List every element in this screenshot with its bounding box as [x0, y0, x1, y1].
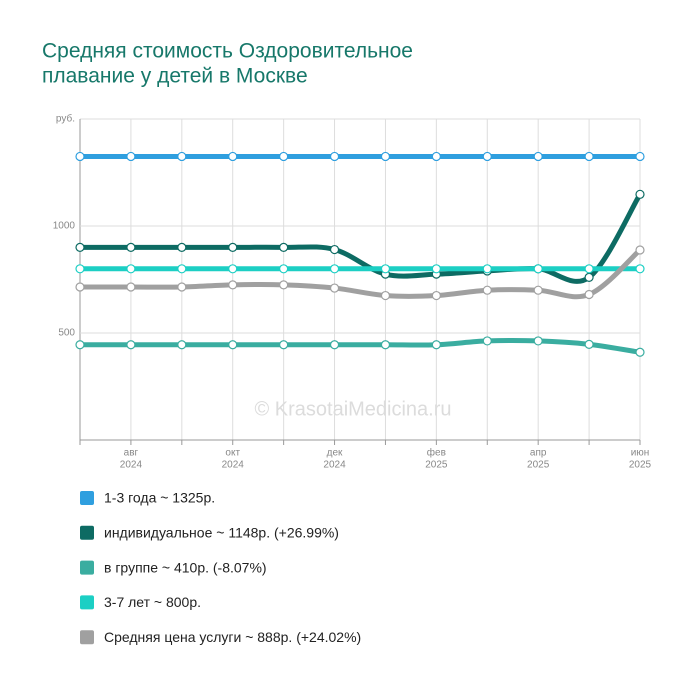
data-point: [482, 264, 492, 274]
data-point: [431, 151, 441, 162]
legend-label: в группе ~ 410р. (-8.07%): [104, 559, 267, 575]
y-tick-label: 1000: [53, 221, 76, 232]
x-tick-label: окт: [225, 448, 240, 459]
legend-swatch: [80, 630, 94, 645]
data-point: [431, 340, 441, 350]
data-point: [279, 151, 289, 162]
data-point: [279, 264, 289, 274]
x-tick-label: 2024: [222, 460, 245, 471]
data-point: [482, 336, 492, 346]
data-point: [635, 151, 645, 162]
data-point: [380, 340, 391, 350]
x-tick-label: апр: [530, 448, 547, 459]
data-point: [228, 151, 238, 162]
data-point: [126, 151, 136, 162]
data-point: [329, 283, 340, 293]
y-tick-label: 500: [58, 328, 75, 339]
x-tick-label: 2025: [527, 460, 550, 471]
data-point: [635, 264, 645, 274]
data-point: [126, 264, 136, 274]
data-point: [75, 264, 85, 274]
data-point: [533, 336, 543, 346]
data-point: [380, 264, 391, 274]
data-point: [329, 244, 340, 255]
series-line: [79, 337, 641, 355]
data-point: [533, 285, 543, 295]
data-point: [126, 242, 136, 252]
legend-swatch: [80, 491, 94, 505]
data-point: [482, 285, 492, 295]
data-point: [380, 290, 391, 301]
data-point: [533, 151, 543, 162]
data-point: [228, 340, 238, 350]
legend-label: 3-7 лет ~ 800р.: [104, 594, 201, 610]
data-point: [431, 290, 441, 301]
legend-swatch: [80, 560, 94, 575]
data-point: [126, 340, 136, 350]
data-point: [228, 242, 238, 252]
data-point: [279, 242, 289, 252]
x-tick-label: фев: [427, 447, 446, 459]
data-point: [279, 280, 289, 290]
data-point: [228, 264, 238, 274]
data-point: [635, 189, 645, 199]
data-point: [177, 264, 187, 274]
data-point: [431, 264, 441, 274]
data-point: [75, 151, 85, 162]
legend-label: 1-3 года ~ 1325р.: [104, 490, 215, 506]
x-tick-label: 2024: [323, 460, 346, 471]
data-point: [177, 282, 187, 292]
data-point: [584, 151, 594, 162]
data-point: [584, 339, 594, 349]
x-tick-label: 2025: [425, 460, 448, 471]
data-point: [177, 340, 187, 350]
data-point: [380, 151, 391, 162]
data-point: [584, 264, 594, 274]
data-point: [75, 282, 85, 292]
x-tick-label: июн: [631, 448, 650, 459]
legend-label: Средняя цена услуги ~ 888р. (+24.02%): [104, 629, 361, 645]
legend-swatch: [80, 595, 94, 610]
data-point: [329, 264, 340, 274]
data-point: [279, 340, 289, 350]
x-tick-label: дек: [327, 448, 343, 459]
data-point: [75, 340, 85, 350]
data-point: [584, 272, 594, 282]
data-point: [126, 282, 136, 292]
data-point: [177, 242, 187, 252]
data-point: [75, 242, 85, 252]
data-point: [635, 245, 645, 255]
data-point: [533, 264, 543, 274]
x-tick-label: 2024: [120, 460, 143, 471]
data-point: [329, 151, 340, 162]
x-tick-label: авг: [124, 448, 139, 459]
watermark: © KrasotaiMedicina.ru: [254, 398, 451, 420]
y-axis-label: руб.: [56, 113, 75, 125]
chart-title: Средняя стоимость Оздоровительное: [42, 40, 413, 63]
data-point: [329, 340, 340, 350]
data-point: [635, 347, 645, 357]
x-tick-label: 2025: [629, 460, 652, 471]
data-point: [584, 289, 594, 300]
legend-label: индивидуальное ~ 1148р. (+26.99%): [104, 525, 339, 541]
legend-swatch: [80, 525, 94, 540]
data-point: [482, 151, 492, 162]
chart-title: плавание у детей в Москве: [42, 65, 308, 88]
data-point: [228, 280, 238, 290]
data-point: [177, 151, 187, 162]
